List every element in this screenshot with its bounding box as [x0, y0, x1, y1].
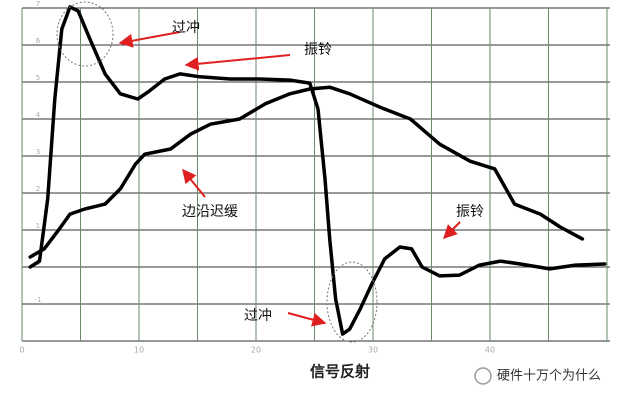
- annotation-arrow: [287, 312, 327, 327]
- y-tick-label: 5: [36, 74, 40, 82]
- highlight-ellipse: [326, 261, 378, 343]
- y-tick-label: 3: [36, 148, 40, 156]
- annotation: 振铃: [304, 42, 332, 58]
- signal-line: [28, 85, 585, 259]
- x-tick-label: 0: [19, 346, 24, 355]
- annotation: 边沿迟缓: [182, 204, 238, 220]
- x-tick-label: 30: [368, 346, 378, 355]
- watermark-icon: [474, 367, 492, 385]
- chart-title: 信号反射: [310, 363, 370, 381]
- signal-line: [28, 5, 607, 336]
- watermark: 硬件十万个为什么: [474, 367, 601, 385]
- y-tick-label: 2: [36, 185, 40, 193]
- annotation: 过冲: [172, 20, 200, 36]
- watermark-text: 硬件十万个为什么: [497, 369, 601, 384]
- y-tick-label: 6: [36, 37, 41, 45]
- x-tick-label: 40: [485, 346, 495, 355]
- x-tick-label: 20: [251, 346, 261, 355]
- annotation-arrow: [118, 31, 181, 48]
- annotation: 振铃: [456, 204, 484, 220]
- annotation-arrow: [443, 221, 461, 239]
- y-tick-label: 1: [36, 222, 40, 230]
- annotation-arrow: [182, 168, 206, 198]
- y-tick-label: 7: [36, 0, 40, 8]
- annotation: 过冲: [244, 308, 272, 324]
- annotation-arrow: [184, 54, 291, 71]
- highlight-ellipse: [56, 1, 114, 67]
- y-tick-label: -1: [35, 296, 42, 304]
- x-tick-label: 10: [134, 346, 144, 355]
- y-tick-label: 4: [36, 111, 41, 119]
